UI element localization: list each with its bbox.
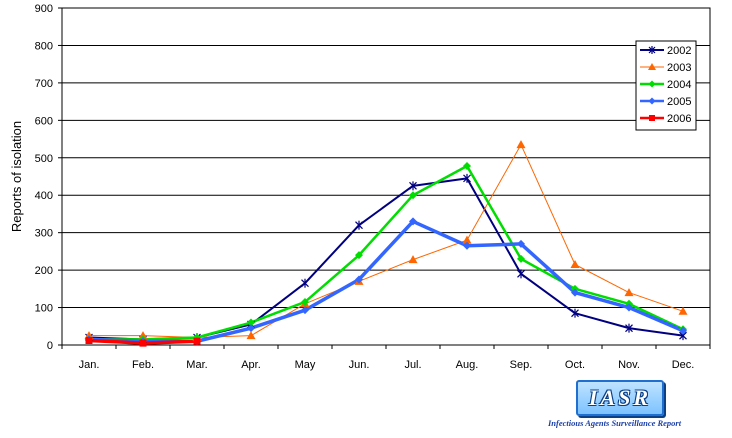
- point-2005-6: [409, 217, 417, 226]
- point-2005-4: [301, 306, 309, 315]
- legend: [635, 40, 697, 131]
- y-tick-label: 600: [35, 115, 53, 127]
- y-tick-label: 300: [35, 228, 53, 240]
- point-2005-11: [679, 326, 687, 335]
- logo-subtitle: Infectious Agents Surveillance Report: [548, 418, 682, 428]
- point-2002-4: [301, 278, 309, 288]
- y-tick-label: 400: [35, 190, 53, 202]
- x-tick-label: Apr.: [241, 359, 261, 371]
- legend-label-2003: 2003: [667, 62, 691, 74]
- point-2005-10: [625, 303, 633, 312]
- iasr-logo: IASR: [576, 380, 664, 416]
- point-2002-9: [571, 308, 579, 318]
- y-tick-label: 800: [35, 40, 53, 52]
- x-tick-label: Oct.: [565, 359, 585, 371]
- y-tick-label: 200: [35, 265, 53, 277]
- point-2003-11: [678, 306, 688, 315]
- legend-marker-2003: [648, 63, 656, 70]
- point-2006-0: [85, 337, 93, 345]
- x-tick-label: Dec.: [672, 359, 695, 371]
- legend-label-2002: 2002: [667, 45, 691, 57]
- y-tick-label: 900: [35, 3, 53, 15]
- point-2004-3: [247, 318, 255, 327]
- point-2002-6: [409, 181, 417, 191]
- point-2003-10: [624, 288, 634, 297]
- point-2004-6: [409, 191, 417, 200]
- y-tick-label: 500: [35, 153, 53, 165]
- point-2002-8: [517, 269, 525, 279]
- y-tick-label: 700: [35, 78, 53, 90]
- legend-marker-2005: [648, 97, 656, 105]
- point-2005-3: [247, 324, 255, 333]
- x-tick-label: Mar.: [186, 359, 207, 371]
- point-2005-9: [571, 288, 579, 297]
- legend-marker-2006: [649, 115, 655, 121]
- y-tick-label: 0: [47, 340, 53, 352]
- point-2005-7: [463, 241, 471, 250]
- y-axis-label: Reports of isolation: [9, 121, 24, 232]
- legend-label-2005: 2005: [667, 96, 691, 108]
- point-2006-1: [139, 339, 147, 347]
- legend-label-2006: 2006: [667, 113, 691, 125]
- point-2003-6: [408, 255, 418, 264]
- point-2004-8: [517, 254, 525, 263]
- point-2002-10: [625, 323, 633, 333]
- point-2006-2: [193, 337, 201, 345]
- legend-marker-2002: [648, 46, 656, 54]
- point-2002-7: [463, 173, 471, 183]
- x-tick-label: Jun.: [349, 359, 370, 371]
- x-tick-label: Feb.: [132, 359, 154, 371]
- point-2003-3: [246, 331, 256, 340]
- point-2004-5: [355, 251, 363, 260]
- point-2005-8: [517, 239, 525, 248]
- legend-label-2004: 2004: [667, 79, 691, 91]
- x-tick-label: Jul.: [404, 359, 421, 371]
- point-2003-1: [138, 331, 148, 340]
- point-2002-5: [355, 220, 363, 230]
- x-tick-label: May: [295, 359, 316, 371]
- point-2003-9: [570, 259, 580, 268]
- logo-text: IASR: [588, 385, 652, 410]
- plot-area: [61, 7, 711, 346]
- x-tick-label: Sep.: [510, 359, 533, 371]
- x-tick-label: Aug.: [456, 359, 479, 371]
- series-line-2004: [89, 164, 684, 341]
- x-tick-label: Jan.: [79, 359, 100, 371]
- y-tick-label: 100: [35, 303, 53, 315]
- point-2003-7: [462, 235, 472, 244]
- point-2005-5: [355, 275, 363, 284]
- legend-marker-2004: [648, 80, 656, 88]
- point-2004-7: [463, 162, 471, 171]
- point-2004-4: [301, 297, 309, 306]
- x-tick-label: Nov.: [618, 359, 640, 371]
- point-2003-8: [516, 140, 526, 149]
